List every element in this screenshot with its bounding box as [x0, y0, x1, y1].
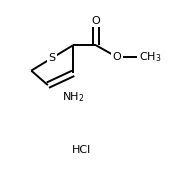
Text: NH$_2$: NH$_2$: [62, 90, 84, 104]
Text: HCl: HCl: [71, 145, 91, 155]
Text: S: S: [49, 53, 56, 63]
Text: CH$_3$: CH$_3$: [139, 50, 161, 64]
Text: O: O: [112, 52, 121, 62]
Text: O: O: [92, 16, 100, 26]
